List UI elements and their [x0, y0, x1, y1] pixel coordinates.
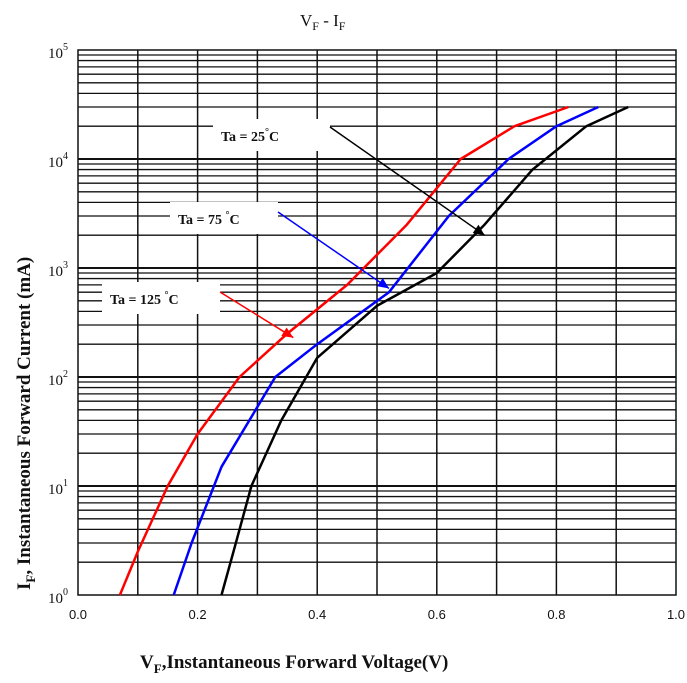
y-axis-label: IF, Instantaneous Forward Current (mA): [14, 257, 38, 590]
title-v: V: [300, 11, 313, 30]
tick-labels: 0.0 0.2 0.4 0.6 0.8 1.0 100 101 102 103 104 105: [48, 42, 685, 622]
x-tick-label: 0.0: [69, 607, 87, 622]
title-dash: - I: [319, 11, 339, 30]
title-i-sub: F: [339, 19, 346, 33]
title: VF - IF: [300, 11, 346, 33]
series-line-2: [220, 105, 629, 596]
annotation-arrowhead: [377, 278, 389, 289]
annotation-box: [213, 119, 330, 151]
annotation-box: [102, 282, 220, 314]
annotation-label: Ta = 75 °C: [178, 210, 240, 228]
x-tick-label: 0.6: [428, 607, 446, 622]
annotation-arrow: [277, 211, 390, 290]
x-tick-label: 0.8: [547, 607, 565, 622]
annotations: Ta = 25°C Ta = 75 °C Ta = 125 °C: [102, 119, 486, 339]
y-tick-label: 104: [48, 151, 68, 171]
series-line-1: [172, 105, 599, 596]
x-tick-label: 1.0: [667, 607, 685, 622]
x-axis-label: VF,Instantaneous Forward Voltage(V): [140, 652, 448, 676]
annotation-label: Ta = 25°C: [221, 127, 279, 145]
y-tick-label: 103: [48, 260, 68, 280]
x-tick-label: 0.2: [189, 607, 207, 622]
annotation-arrowhead: [472, 224, 485, 236]
annotation-arrow: [329, 126, 486, 236]
title-v-sub: F: [312, 19, 319, 33]
x-tick-label: 0.4: [308, 607, 326, 622]
y-tick-label: 101: [48, 478, 68, 498]
y-tick-label: 100: [48, 587, 68, 607]
annotation-box: [170, 202, 278, 234]
grid: [78, 50, 676, 595]
annotation-arrowhead: [281, 327, 294, 338]
annotation-label: Ta = 125 °C: [110, 290, 179, 308]
svg-text:VF - IF: VF - IF: [300, 11, 346, 33]
y-tick-label: 102: [48, 369, 68, 389]
annotation-arrow: [219, 291, 294, 339]
y-tick-label: 105: [48, 42, 68, 62]
